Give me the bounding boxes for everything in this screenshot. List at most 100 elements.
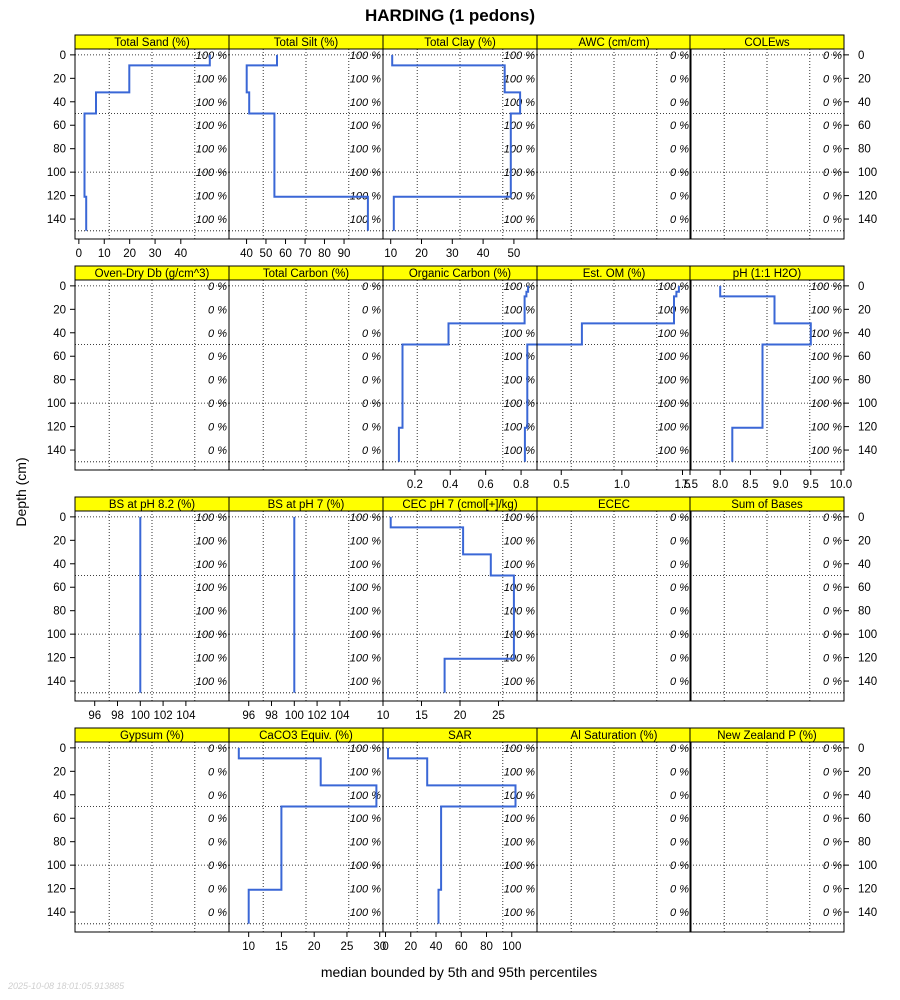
percent-label: 0 % (823, 120, 842, 132)
percent-label: 0 % (823, 50, 842, 62)
y-tick-label-left: 60 (53, 351, 66, 363)
profile-line (719, 285, 812, 462)
x-tick-label: 10 (377, 710, 390, 722)
percent-label: 0 % (670, 97, 689, 109)
percent-label: 0 % (823, 790, 842, 802)
panel-strip-label: Total Sand (%) (114, 37, 190, 49)
panel-border (689, 48, 845, 240)
percent-label: 100 % (350, 97, 381, 109)
percent-label: 100 % (350, 813, 381, 825)
percent-label: 0 % (670, 535, 689, 547)
percent-label: 100 % (350, 167, 381, 179)
percent-label: 100 % (658, 422, 689, 434)
percent-label: 0 % (208, 422, 227, 434)
x-tick-label: 104 (330, 710, 350, 722)
profile-line (83, 54, 211, 231)
x-tick-label: 40 (240, 248, 253, 260)
x-tick-label: 100 (285, 710, 304, 722)
y-tick-label-left: 120 (47, 191, 66, 203)
x-axis-label: median bounded by 5th and 95th percentil… (321, 964, 597, 980)
y-tick-label-right: 20 (858, 304, 871, 316)
percent-label: 0 % (208, 907, 227, 919)
y-tick-label-right: 0 (858, 281, 864, 293)
x-tick-label: 90 (338, 248, 351, 260)
percent-label: 100 % (504, 512, 535, 524)
percent-label: 0 % (362, 375, 381, 387)
y-tick-label-left: 40 (53, 97, 66, 109)
panel-strip-label: New Zealand P (%) (717, 730, 817, 742)
panel-1-5: COLEws 0 % 0 % 0 % 0 % 0 % 0 % 0 % 0 % (689, 34, 845, 240)
x-tick-label: 60 (279, 248, 292, 260)
y-tick-label-right: 60 (858, 813, 871, 825)
percent-label: 0 % (208, 884, 227, 896)
x-tick-label: 100 (131, 710, 150, 722)
panel-2-3: Organic Carbon (%)100 %100 %100 %100 %10… (382, 265, 538, 491)
percent-label: 0 % (670, 582, 689, 594)
panel-3-3: CEC pH 7 (cmol[+]/kg)100 %100 %100 %100 … (377, 496, 538, 722)
y-tick-label-left: 40 (53, 559, 66, 571)
y-tick-label-left: 20 (53, 766, 66, 778)
percent-label: 100 % (504, 676, 535, 688)
y-tick-label-left: 80 (53, 375, 66, 387)
percent-label: 100 % (196, 167, 227, 179)
x-tick-label: 50 (260, 248, 273, 260)
percent-label: 100 % (504, 884, 535, 896)
percent-label: 100 % (658, 375, 689, 387)
x-tick-label: 0.5 (553, 479, 569, 491)
x-tick-label: 40 (430, 941, 443, 953)
y-axis-label: Depth (cm) (13, 457, 29, 526)
y-tick-label-right: 20 (858, 766, 871, 778)
percent-label: 100 % (350, 884, 381, 896)
panel-border (689, 279, 845, 471)
x-tick-label: 8.0 (712, 479, 728, 491)
percent-label: 0 % (670, 214, 689, 226)
y-tick-label-right: 120 (858, 191, 877, 203)
x-tick-label: 60 (455, 941, 468, 953)
panel-2-5: pH (1:1 H2O) 100 % 100 % 100 % 100 % 100 % 100… (682, 265, 852, 491)
percent-label: 100 % (350, 73, 381, 85)
percent-label: 100 % (811, 445, 842, 457)
percent-label: 100 % (196, 50, 227, 62)
percent-label: 0 % (208, 766, 227, 778)
y-tick-label-right: 100 (858, 167, 877, 179)
percent-label: 100 % (658, 398, 689, 410)
x-tick-label: 70 (299, 248, 312, 260)
panel-3-5: Sum of Bases 0 % 0 % 0 % 0 % 0 % 0 % 0 % 0 % (689, 496, 845, 702)
panel-1-3: Total Clay (%) 100 % 100 % 100 % 100 % 100 % 1… (382, 34, 538, 240)
panel-4-1: Gypsum (%) 0 % 0 % 0 % 0 % 0 % 0 % 0 % 0 % (74, 727, 230, 933)
x-tick-label: 10 (384, 248, 397, 260)
y-tick-label-left: 80 (53, 144, 66, 156)
y-tick-label-right: 100 (858, 398, 877, 410)
panel-1-4: AWC (cm/cm) 0 % 0 % 0 % 0 % 0 % 0 % 0 % 0 % (536, 34, 692, 240)
percent-label: 100 % (504, 120, 535, 132)
percent-label: 0 % (362, 328, 381, 340)
x-tick-label: 9.5 (803, 479, 819, 491)
percent-label: 100 % (658, 351, 689, 363)
y-tick-label-left: 140 (47, 907, 66, 919)
percent-label: 100 % (504, 559, 535, 571)
percent-label: 0 % (823, 860, 842, 872)
percent-label: 100 % (350, 766, 381, 778)
x-tick-label: 80 (480, 941, 493, 953)
percent-label: 0 % (823, 144, 842, 156)
x-tick-label: 7.5 (682, 479, 698, 491)
percent-label: 0 % (823, 167, 842, 179)
percent-label: 100 % (504, 653, 535, 665)
percent-label: 0 % (823, 907, 842, 919)
x-tick-label: 1.5 (675, 479, 691, 491)
y-tick-label-right: 60 (858, 582, 871, 594)
x-tick-label: 0.6 (478, 479, 494, 491)
x-tick-label: 102 (153, 710, 172, 722)
percent-label: 100 % (350, 535, 381, 547)
percent-label: 100 % (196, 144, 227, 156)
percent-label: 0 % (670, 676, 689, 688)
x-tick-label: 15 (415, 710, 428, 722)
panel-4-3: SAR 100 % 100 % 100 % 100 % 100 % 100 % 100 % 10… (382, 727, 538, 953)
y-tick-label-left: 0 (60, 512, 66, 524)
panel-strip-label: Organic Carbon (%) (409, 268, 511, 280)
panel-1-1: Total Sand (%) 100 % 100 % 100 % 100 % 100 % 1… (74, 34, 230, 240)
x-tick-label: 20 (404, 941, 417, 953)
x-tick-label: 20 (308, 941, 321, 953)
percent-label: 0 % (670, 629, 689, 641)
percent-label: 100 % (350, 50, 381, 62)
